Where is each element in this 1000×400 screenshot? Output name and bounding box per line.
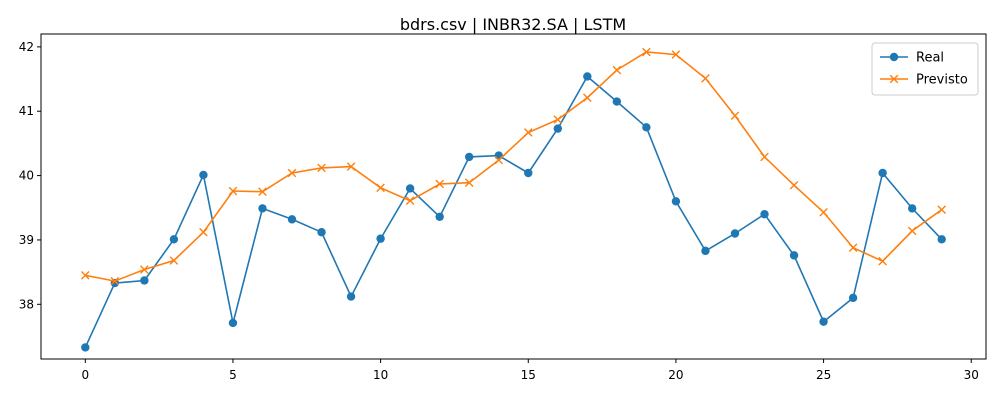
data-point-previsto	[612, 65, 622, 75]
data-point-previsto	[228, 186, 238, 196]
data-point-previsto	[553, 115, 563, 124]
x-tick-label: 5	[229, 368, 237, 382]
y-tick-label: 38	[19, 297, 34, 311]
legend-label-real: Real	[916, 51, 944, 66]
y-tick-label: 40	[19, 169, 34, 183]
data-point-previsto	[494, 155, 504, 165]
data-point-previsto	[110, 276, 120, 286]
data-point-previsto	[523, 128, 533, 137]
data-point-real	[730, 229, 740, 238]
data-point-previsto	[464, 178, 474, 187]
axes: 0 5 10 15 20 25 30 38 39 40 41 42	[19, 40, 979, 382]
data-point-real	[346, 292, 356, 301]
plot-area	[40, 33, 987, 360]
data-point-real	[317, 228, 326, 237]
data-point-previsto	[258, 187, 267, 196]
data-point-real	[376, 234, 385, 243]
data-point-previsto	[878, 256, 887, 266]
data-point-real	[81, 343, 90, 352]
data-point-previsto	[376, 183, 385, 193]
x-tick-label: 15	[521, 368, 536, 382]
data-point-real	[524, 168, 533, 178]
data-point-real	[228, 318, 238, 328]
data-point-real	[612, 97, 622, 106]
legend-label-previsto: Previsto	[916, 73, 968, 88]
x-tick-label: 20	[668, 368, 683, 382]
y-tick-label: 42	[19, 40, 34, 54]
data-point-real	[819, 317, 828, 326]
legend-marker-previsto	[889, 74, 899, 84]
series-line-real	[84, 75, 943, 348]
data-point-real	[465, 152, 474, 162]
data-point-real	[494, 151, 503, 160]
data-point-previsto	[760, 152, 769, 162]
data-point-previsto	[848, 243, 858, 252]
data-point-previsto	[405, 196, 415, 205]
series-line-previsto	[85, 51, 943, 282]
data-point-previsto	[701, 74, 710, 83]
y-tick-label: 41	[19, 104, 34, 118]
data-point-real	[553, 124, 562, 133]
data-point-previsto	[287, 168, 297, 178]
x-tick-label: 10	[373, 368, 388, 382]
data-point-real	[848, 293, 858, 303]
data-point-previsto	[346, 162, 356, 171]
data-point-real	[583, 72, 592, 81]
x-tick-label: 25	[816, 368, 831, 382]
data-point-real	[760, 209, 769, 219]
y-tick-label: 39	[19, 233, 34, 247]
legend-box	[871, 42, 979, 96]
data-point-real	[878, 168, 887, 178]
data-point-previsto	[642, 47, 651, 57]
data-point-real	[169, 235, 179, 244]
data-point-previsto	[583, 93, 592, 103]
series-layer	[81, 47, 946, 352]
x-tick-label: 0	[81, 368, 89, 382]
data-point-real	[435, 212, 444, 221]
chart-title: bdrs.csv | INBR32.SA | LSTM	[400, 15, 626, 34]
x-tick-label: 30	[964, 368, 979, 382]
data-point-previsto	[789, 180, 799, 190]
data-point-previsto	[199, 227, 208, 237]
data-point-real	[789, 251, 799, 260]
data-point-previsto	[819, 207, 828, 217]
data-point-previsto	[907, 226, 917, 236]
data-point-previsto	[937, 205, 946, 214]
legend: Real Previsto	[871, 42, 979, 96]
data-point-real	[258, 204, 267, 213]
data-point-previsto	[671, 50, 681, 59]
data-point-previsto	[169, 256, 179, 265]
data-point-real	[937, 235, 946, 244]
data-point-previsto	[317, 163, 326, 173]
data-point-real	[671, 197, 681, 206]
legend-marker-real	[889, 52, 899, 62]
data-point-previsto	[435, 179, 444, 189]
data-point-real	[199, 170, 208, 180]
data-point-real	[642, 123, 651, 132]
data-point-real	[405, 184, 415, 193]
data-point-real	[907, 204, 917, 213]
data-point-previsto	[81, 271, 90, 280]
data-point-real	[140, 276, 149, 285]
data-point-real	[287, 215, 297, 224]
data-point-previsto	[140, 265, 149, 274]
data-point-previsto	[730, 111, 740, 121]
data-point-real	[701, 246, 710, 256]
